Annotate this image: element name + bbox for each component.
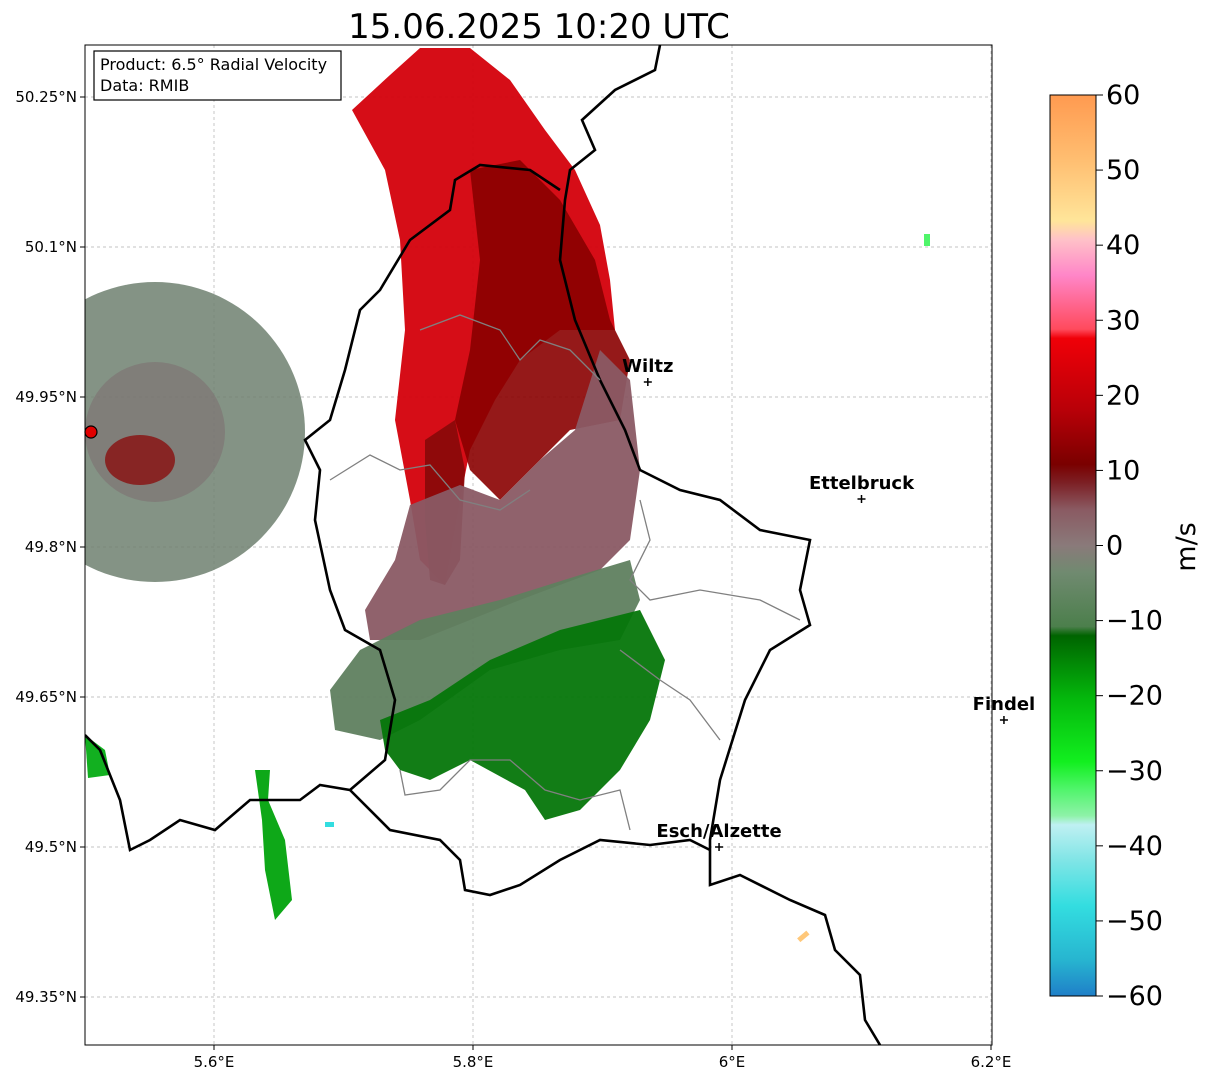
city-plus-icon	[643, 378, 652, 386]
echo-mauve	[365, 350, 640, 640]
colorbar-tick-label: −50	[1106, 906, 1163, 937]
city-plus-icon	[857, 495, 866, 503]
city-plus-icon	[999, 716, 1008, 724]
city-label: Wiltz	[622, 356, 673, 377]
colorbar: 60 50 40 30 20 10 0 −10 −20 −30 −40 −50 −60 m/s	[1049, 80, 1202, 1012]
radar-echoes	[85, 48, 930, 943]
lon-tick-label: 5.8°E	[453, 1053, 494, 1071]
city-marker: Findel	[973, 694, 1036, 724]
colorbar-tick-label: −40	[1106, 831, 1163, 862]
longitude-ticks: 5.6°E5.8°E6°E6.2°E6.4°E6.6°E	[194, 1045, 1012, 1071]
colorbar-tick-label: −60	[1106, 981, 1163, 1012]
cities: Wiltz Ettelbruck Findel Esch/Alzette	[622, 356, 1035, 851]
city-plus-icon	[715, 843, 724, 851]
lat-tick-label: 49.35°N	[15, 988, 77, 1006]
canton-border	[329, 314, 801, 831]
map-frame	[84, 44, 993, 1046]
city-marker: Esch/Alzette	[656, 821, 782, 851]
lat-tick-label: 49.95°N	[15, 388, 77, 406]
colorbar-tick-label: 0	[1106, 531, 1123, 562]
radar-site-marker	[84, 425, 98, 439]
lat-tick-label: 49.5°N	[25, 838, 77, 856]
colorbar-tick-label: 30	[1106, 305, 1140, 336]
city-marker: Ettelbruck	[809, 473, 915, 503]
city-label: Findel	[973, 694, 1036, 715]
echo-east-speck	[924, 234, 930, 246]
colorbar-tick-label: 40	[1106, 230, 1140, 261]
echo-cyan-speck	[325, 822, 334, 827]
lat-tick-label: 50.1°N	[25, 238, 77, 256]
national-border	[558, 45, 882, 1045]
info-product: Product: 6.5° Radial Velocity	[100, 55, 327, 74]
lat-tick-label: 49.65°N	[15, 688, 77, 706]
lon-tick-label: 6.2°E	[971, 1053, 1012, 1071]
echo-green	[380, 610, 665, 820]
colorbar-ticks: 60 50 40 30 20 10 0 −10 −20 −30 −40 −50 −60	[1096, 80, 1163, 1012]
echo-se-speck	[797, 930, 810, 943]
borders	[85, 45, 882, 1045]
info-data-source: Data: RMIB	[100, 76, 189, 95]
national-border-west	[85, 163, 561, 852]
colorbar-tick-label: −10	[1106, 606, 1163, 637]
echo-west-green	[85, 735, 110, 778]
national-border-south	[349, 789, 711, 897]
echo-graygreen	[330, 560, 640, 740]
colorbar-tick-label: 20	[1106, 380, 1140, 411]
colorbar-tick-label: −20	[1106, 681, 1163, 712]
info-box-frame	[93, 50, 342, 101]
echo-south-green	[255, 770, 292, 920]
latitude-ticks: 50.25°N 50.1°N 49.95°N 49.8°N 49.65°N 49.5°N 4…	[15, 88, 85, 1006]
city-label: Ettelbruck	[809, 473, 915, 494]
colorbar-tick-label: −30	[1106, 756, 1163, 787]
city-marker: Wiltz	[622, 356, 673, 386]
lon-tick-label: 5.6°E	[194, 1053, 235, 1071]
colorbar-tick-label: 10	[1106, 455, 1140, 486]
colorbar-unit: m/s	[1171, 522, 1202, 571]
lat-tick-label: 49.8°N	[25, 538, 77, 556]
colorbar-gradient	[1049, 94, 1097, 997]
colorbar-tick-label: 60	[1106, 80, 1140, 111]
map-title: 15.06.2025 10:20 UTC	[348, 7, 730, 47]
lon-tick-label: 6°E	[719, 1053, 746, 1071]
colorbar-tick-label: 50	[1106, 155, 1140, 186]
city-label: Esch/Alzette	[656, 821, 781, 842]
echo-radar-red-core	[105, 435, 175, 485]
lat-tick-label: 50.25°N	[15, 88, 77, 106]
info-box: Product: 6.5° Radial Velocity Data: RMIB	[93, 50, 342, 101]
